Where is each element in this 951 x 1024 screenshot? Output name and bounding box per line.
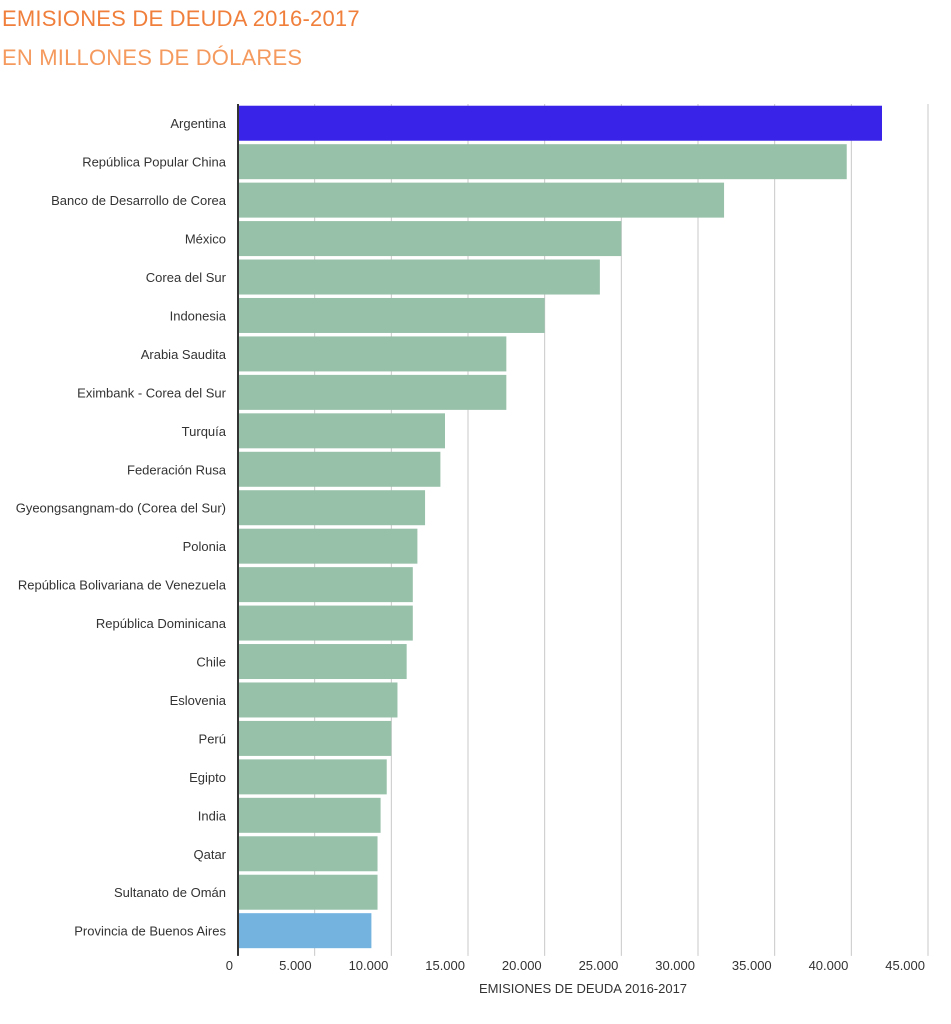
- bar: [239, 605, 413, 641]
- category-label: Polonia: [183, 539, 227, 554]
- category-label: República Dominicana: [96, 616, 227, 631]
- category-labels: Argentina República Popular China Banco de…: [16, 116, 227, 938]
- x-axis-title: EMISIONES DE DEUDA 2016-2017: [479, 981, 687, 996]
- category-label: Egipto: [189, 770, 226, 785]
- bar: [239, 297, 545, 333]
- x-tick-label: 15.000: [425, 958, 465, 973]
- bar: [239, 144, 847, 180]
- x-tick-label: 30.000: [655, 958, 695, 973]
- category-label: México: [185, 232, 226, 247]
- category-label: Argentina: [170, 116, 226, 131]
- category-label: Eximbank - Corea del Sur: [77, 385, 227, 400]
- x-tick-label: 5.000: [279, 958, 312, 973]
- category-label: Banco de Desarrollo de Corea: [51, 193, 227, 208]
- bar: [239, 221, 622, 257]
- bar: [239, 836, 378, 872]
- bar: [239, 336, 507, 372]
- bar: [239, 105, 882, 141]
- bar: [239, 797, 381, 833]
- x-axis-ticks: 0 5.000 10.000 15.000 20.000 25.000 30.000 35.0…: [226, 958, 925, 973]
- category-label: República Popular China: [82, 155, 227, 170]
- category-label: Gyeongsangnam-do (Corea del Sur): [16, 501, 226, 516]
- x-tick-label: 10.000: [349, 958, 389, 973]
- x-tick-label: 40.000: [809, 958, 849, 973]
- bar: [239, 374, 507, 410]
- bar: [239, 259, 600, 295]
- bar: [239, 874, 378, 910]
- bar: [239, 413, 445, 449]
- bar: [239, 913, 372, 949]
- bars: [239, 105, 882, 949]
- bar: [239, 528, 418, 564]
- category-label: Arabia Saudita: [141, 347, 227, 362]
- bar: [239, 720, 392, 756]
- category-label: República Bolivariana de Venezuela: [18, 578, 227, 593]
- category-label: Eslovenia: [170, 693, 227, 708]
- category-label: Qatar: [193, 847, 226, 862]
- category-label: India: [198, 808, 227, 823]
- chart-subtitle: EN MILLONES DE DÓLARES: [2, 45, 303, 70]
- x-tick-label: 35.000: [732, 958, 772, 973]
- bar: [239, 182, 725, 218]
- bar: [239, 759, 387, 795]
- category-label: Chile: [196, 655, 226, 670]
- bar: [239, 451, 441, 487]
- x-tick-label: 0: [226, 958, 233, 973]
- x-tick-label: 25.000: [579, 958, 619, 973]
- category-label: Perú: [199, 731, 226, 746]
- bar: [239, 567, 413, 603]
- category-label: Sultanato de Omán: [114, 885, 226, 900]
- category-label: Federación Rusa: [127, 462, 227, 477]
- x-tick-label: 20.000: [502, 958, 542, 973]
- chart-title: EMISIONES DE DEUDA 2016-2017: [2, 6, 360, 31]
- x-tick-label: 45.000: [885, 958, 925, 973]
- category-label: Provincia de Buenos Aires: [74, 924, 226, 939]
- bar: [239, 490, 426, 526]
- bar: [239, 644, 407, 680]
- category-label: Indonesia: [170, 308, 227, 323]
- bar: [239, 682, 398, 718]
- category-label: Corea del Sur: [146, 270, 227, 285]
- category-label: Turquía: [182, 424, 227, 439]
